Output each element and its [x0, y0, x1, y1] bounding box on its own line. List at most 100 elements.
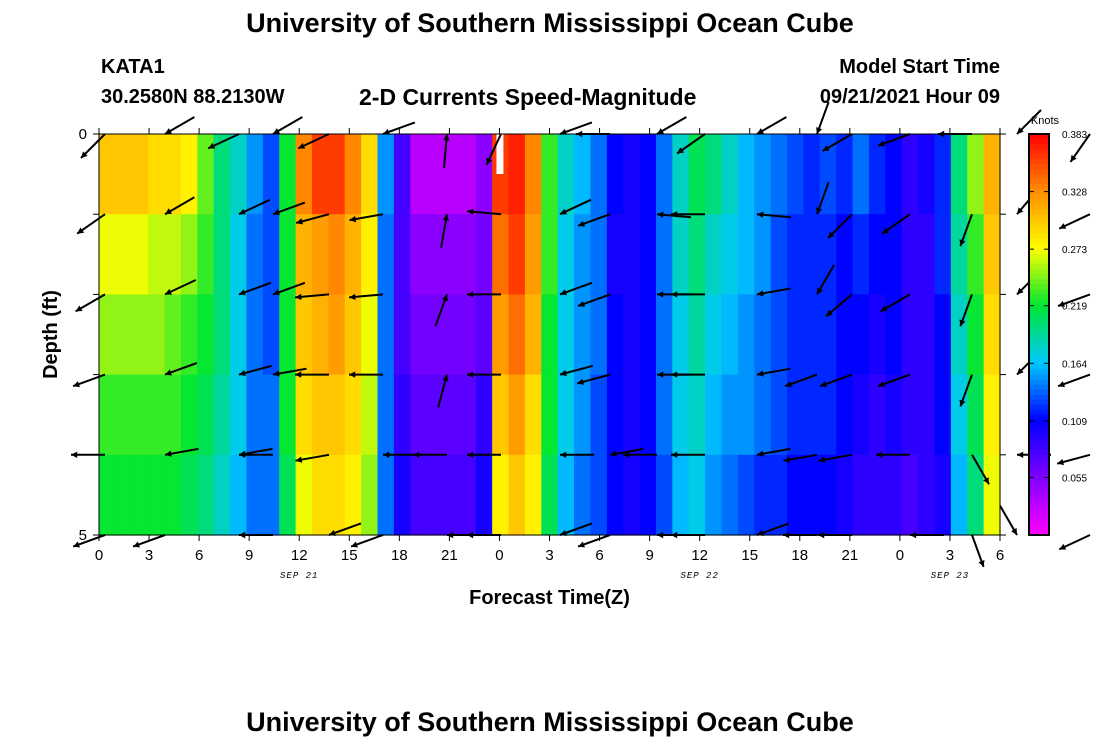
- current-vector-head: [878, 140, 885, 147]
- colorbar-step: [1029, 239, 1049, 245]
- current-vector-head: [273, 370, 280, 377]
- colorbar-step: [1029, 324, 1049, 331]
- colorbar-step: [1029, 259, 1049, 265]
- current-vector-head: [826, 309, 833, 317]
- heatmap-cell: [344, 374, 362, 456]
- colorbar-step: [1029, 194, 1049, 200]
- current-vector-head: [486, 157, 493, 165]
- heatmap-cell: [705, 134, 723, 215]
- current-vector-head: [467, 208, 474, 215]
- colorbar-step: [1029, 514, 1049, 521]
- heatmap-cell: [508, 294, 526, 376]
- heatmap-cell: [688, 134, 706, 215]
- colorbar-step: [1029, 364, 1049, 371]
- heatmap-cell: [901, 374, 919, 456]
- heatmap-cell: [574, 214, 592, 295]
- current-vector-head: [817, 287, 823, 295]
- station-id: KATA1: [101, 56, 165, 78]
- heatmap-cell: [328, 294, 346, 376]
- heatmap-cell: [328, 214, 346, 295]
- current-vector-head: [785, 381, 792, 388]
- heatmap-cell: [688, 294, 706, 376]
- colorbar-step: [1029, 264, 1049, 270]
- heatmap-cell: [262, 294, 280, 376]
- heatmap-cell: [983, 134, 1001, 215]
- heatmap-cell: [868, 294, 886, 376]
- heatmap-cell: [967, 134, 985, 215]
- heatmap-cell: [721, 454, 739, 536]
- current-vector-head: [882, 227, 890, 234]
- current-vector-head: [165, 369, 172, 376]
- heatmap-cell: [311, 454, 329, 536]
- heatmap-cell: [180, 454, 198, 536]
- current-vector-head: [1059, 543, 1067, 550]
- heatmap-cell: [426, 134, 444, 215]
- chart-subtitle: 2-D Currents Speed-Magnitude: [359, 84, 697, 110]
- footer-title: University of Southern Mississippi Ocean…: [246, 707, 854, 737]
- current-vector-head: [671, 451, 678, 458]
- heatmap-cell: [655, 454, 673, 536]
- heatmap-cell: [934, 454, 952, 536]
- current-vector-head: [81, 151, 88, 158]
- heatmap-cell: [934, 214, 952, 295]
- heatmap-cell: [213, 134, 231, 215]
- colorbar-step: [1029, 519, 1049, 526]
- colorbar-step: [1029, 504, 1049, 511]
- heatmap-cell: [410, 134, 428, 215]
- heatmap-cell: [819, 214, 837, 295]
- heatmap-cell: [115, 134, 133, 215]
- heatmap-cell: [295, 134, 313, 215]
- heatmap-cell: [754, 294, 772, 376]
- colorbar-step: [1029, 384, 1049, 391]
- colorbar-step: [1029, 404, 1049, 411]
- date-label: SEP 21: [280, 571, 318, 581]
- heatmap-cell: [475, 374, 493, 456]
- colorbar-step: [1029, 134, 1049, 140]
- current-vector-head: [1017, 451, 1024, 458]
- heatmap-cell: [639, 214, 657, 295]
- current-vector-head: [165, 128, 172, 134]
- heatmap-cell: [197, 214, 215, 295]
- colorbar-step: [1029, 509, 1049, 516]
- current-vector-head: [677, 147, 685, 154]
- heatmap-cell: [213, 454, 231, 536]
- current-vector-head: [1017, 287, 1024, 295]
- heatmap-cell: [311, 214, 329, 295]
- heatmap-cell: [524, 454, 542, 536]
- heatmap-cell: [361, 454, 379, 536]
- heatmap-cell: [164, 374, 182, 456]
- heatmap-cell: [393, 454, 411, 536]
- heatmap-cell: [246, 374, 264, 456]
- heatmap-cell: [574, 454, 592, 536]
- heatmap-cell: [131, 374, 149, 456]
- date-label: SEP 22: [680, 571, 718, 581]
- current-vector-head: [1057, 458, 1064, 466]
- heatmap-cell: [836, 454, 854, 536]
- current-vector-head: [671, 291, 678, 298]
- colorbar-step: [1029, 234, 1049, 240]
- current-vector-head: [757, 128, 764, 134]
- heatmap-cell: [99, 134, 116, 215]
- heatmap-cell: [868, 374, 886, 456]
- current-vector-head: [657, 211, 664, 218]
- x-tick-label: 0: [95, 547, 103, 564]
- heatmap-cell: [443, 294, 460, 376]
- current-vector-head: [298, 142, 306, 149]
- heatmap-cell: [393, 374, 411, 456]
- heatmap-cell: [721, 294, 739, 376]
- colorbar-step: [1029, 314, 1049, 321]
- heatmap-cell: [180, 134, 198, 215]
- heatmap-cell: [950, 134, 968, 215]
- heatmap-cell: [279, 294, 297, 376]
- current-vector-head: [757, 450, 764, 457]
- heatmap-cell: [950, 294, 968, 376]
- heatmap-cell: [754, 214, 772, 295]
- heatmap-cell: [131, 294, 149, 376]
- current-vector-head: [467, 451, 474, 458]
- heatmap-cell: [492, 374, 510, 456]
- heatmap-cell: [819, 294, 837, 376]
- heatmap-cell: [295, 294, 313, 376]
- heatmap-cell: [770, 134, 788, 215]
- colorbar-step: [1029, 459, 1049, 466]
- heatmap-cell: [885, 294, 903, 376]
